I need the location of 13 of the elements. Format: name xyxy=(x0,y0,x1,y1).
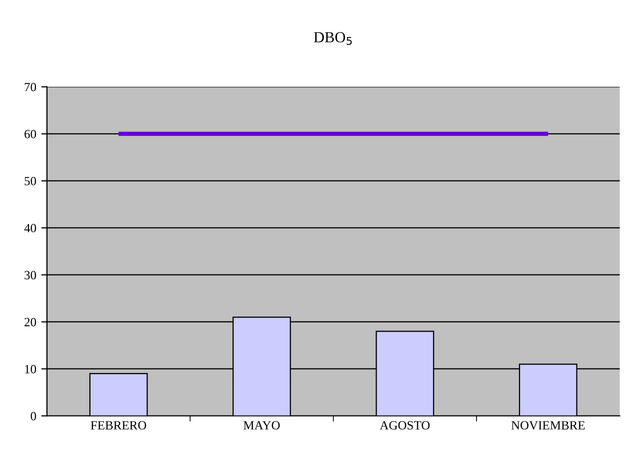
y-tick-label: 10 xyxy=(25,364,36,374)
chart-title: DBO$_{5}$ xyxy=(314,32,352,45)
y-tick-label: 70 xyxy=(24,82,36,92)
y-tick-label: 30 xyxy=(24,270,36,280)
x-tick-label: NOVIEMBRE xyxy=(511,421,585,430)
x-tick-label: FEBRERO xyxy=(90,421,146,430)
y-tick-label: 20 xyxy=(24,318,36,326)
y-tick-label: 60 xyxy=(24,130,36,138)
y-tick-label: 50 xyxy=(24,176,36,186)
y-tick-label: 40 xyxy=(24,224,36,232)
x-tick-label: MAYO xyxy=(244,421,280,430)
y-tick-label: 0 xyxy=(30,412,36,420)
x-tick-label: AGOSTO xyxy=(380,421,430,430)
